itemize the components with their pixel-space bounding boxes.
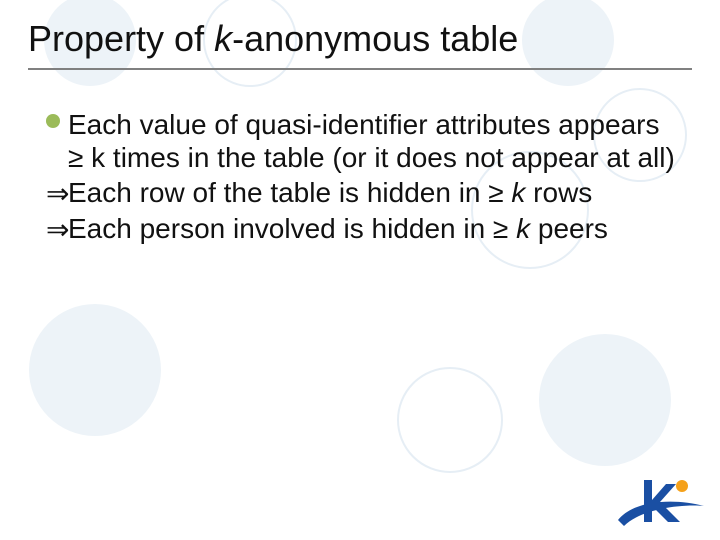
logo-icon bbox=[614, 470, 706, 532]
content-area: Each value of quasi-identifier attribute… bbox=[46, 108, 676, 248]
slide: Property of k-anonymous table Each value… bbox=[0, 0, 720, 540]
disc-bullet-icon bbox=[46, 108, 68, 128]
bullet-row: ⇒ Each person involved is hidden in ≥ k … bbox=[46, 212, 676, 246]
bullet-text: Each person involved is hidden in ≥ k pe… bbox=[68, 212, 676, 245]
slide-title: Property of k-anonymous table bbox=[28, 18, 518, 60]
title-underline bbox=[28, 68, 692, 70]
title-suffix: -anonymous table bbox=[232, 18, 518, 59]
background-circles bbox=[0, 0, 720, 540]
bullet-row: ⇒ Each row of the table is hidden in ≥ k… bbox=[46, 176, 676, 210]
bullet-row: Each value of quasi-identifier attribute… bbox=[46, 108, 676, 174]
bullet-text: Each value of quasi-identifier attribute… bbox=[68, 108, 676, 174]
title-italic-k: k bbox=[214, 18, 232, 59]
arrow-bullet-icon: ⇒ bbox=[46, 212, 68, 246]
arrow-bullet-icon: ⇒ bbox=[46, 176, 68, 210]
bullet-text: Each row of the table is hidden in ≥ k r… bbox=[68, 176, 676, 209]
title-prefix: Property of bbox=[28, 18, 214, 59]
